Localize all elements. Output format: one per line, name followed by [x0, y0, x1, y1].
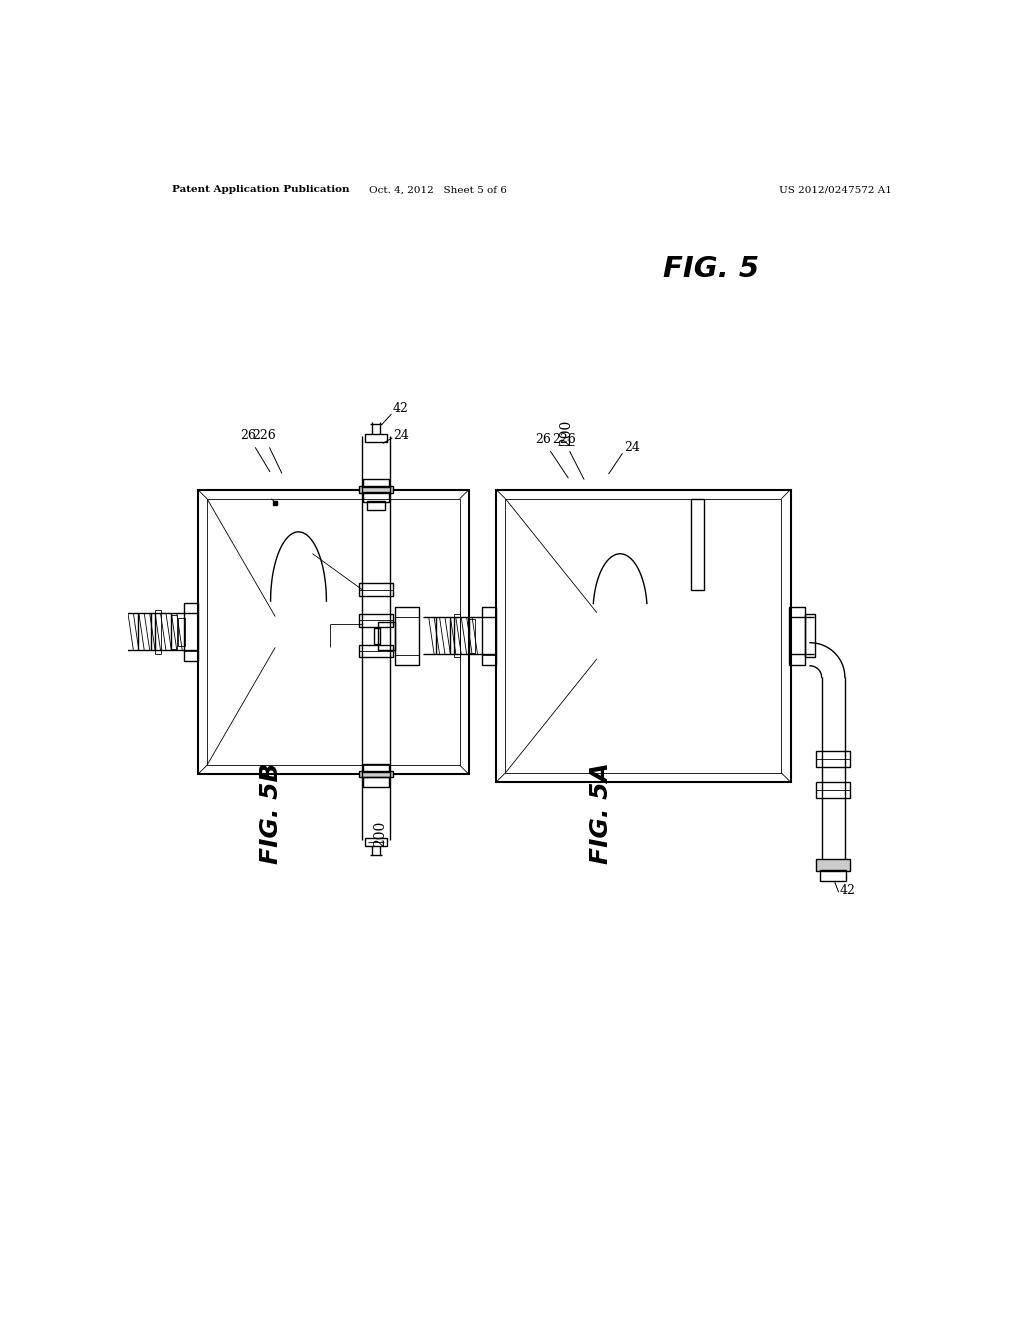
Text: FIG. 5A: FIG. 5A — [589, 762, 612, 863]
Bar — [820, 870, 847, 880]
Bar — [395, 607, 419, 665]
Text: US 2012/0247572 A1: US 2012/0247572 A1 — [779, 185, 892, 194]
Bar — [496, 490, 791, 781]
Bar — [359, 771, 393, 777]
Text: 200: 200 — [559, 420, 572, 446]
Text: 26: 26 — [535, 433, 568, 478]
Text: 200: 200 — [373, 821, 387, 846]
Bar — [171, 615, 177, 649]
Bar — [362, 764, 389, 772]
Bar — [97, 603, 120, 661]
Text: FIG. 5B: FIG. 5B — [259, 762, 284, 863]
Text: 226: 226 — [552, 433, 584, 479]
Text: 42: 42 — [840, 884, 855, 896]
Bar — [454, 614, 460, 657]
Text: Patent Application Publication: Patent Application Publication — [172, 185, 349, 194]
Bar — [506, 499, 781, 774]
Bar — [362, 479, 389, 487]
Bar — [155, 610, 162, 653]
Text: 24: 24 — [624, 441, 640, 454]
Bar — [362, 776, 389, 787]
Bar — [80, 618, 97, 645]
Bar — [816, 859, 850, 871]
Bar — [469, 619, 475, 653]
Bar — [359, 583, 393, 595]
Bar — [816, 781, 850, 797]
Bar — [359, 645, 393, 657]
Bar — [482, 607, 496, 665]
Text: 42: 42 — [393, 403, 409, 416]
Bar — [76, 624, 82, 640]
Bar — [805, 614, 815, 657]
Text: 24: 24 — [393, 429, 409, 442]
Bar — [359, 487, 393, 492]
Bar — [207, 499, 460, 766]
Text: FIG. 5: FIG. 5 — [663, 255, 759, 282]
Bar — [359, 614, 393, 627]
Bar — [790, 607, 805, 665]
Bar — [198, 490, 469, 775]
Bar — [367, 502, 385, 510]
Bar — [362, 492, 389, 502]
Text: 26: 26 — [241, 429, 270, 471]
Bar — [178, 618, 184, 645]
Bar — [366, 838, 387, 846]
Text: 226: 226 — [252, 429, 282, 473]
Bar — [374, 628, 380, 644]
Bar — [378, 622, 395, 649]
Text: Oct. 4, 2012   Sheet 5 of 6: Oct. 4, 2012 Sheet 5 of 6 — [369, 185, 507, 194]
Bar — [816, 751, 850, 767]
Bar — [183, 603, 198, 661]
Bar — [691, 499, 703, 590]
Bar — [366, 434, 387, 442]
